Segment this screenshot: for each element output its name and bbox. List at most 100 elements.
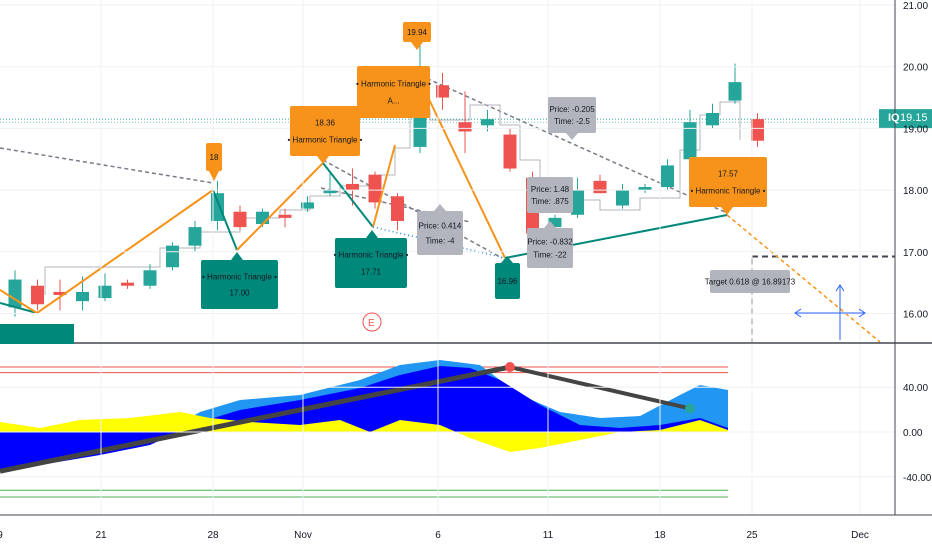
candle-down: [436, 85, 449, 98]
pattern-pointer: [209, 171, 219, 181]
axes: 21.00 20.00 19.00 18.00 17.00 16.00 40.00 0.00 -…: [0, 0, 932, 541]
osc-tick-label: 0.00: [903, 428, 923, 439]
pattern-label-1836-text: • Harmonic Triangle •: [288, 135, 363, 144]
info-pointer: [566, 133, 578, 140]
time-tick-label: 18: [654, 530, 666, 541]
earnings-marker[interactable]: [362, 312, 382, 332]
candle-down: [368, 174, 382, 203]
candle-up: [616, 190, 629, 206]
candle-down: [458, 122, 472, 132]
candle-up: [706, 112, 719, 126]
pattern-label-1757-text: 17.57: [718, 170, 739, 179]
candle-down: [278, 214, 292, 218]
pattern-label-1696-box[interactable]: [495, 263, 520, 299]
earnings-marker-text[interactable]: E: [368, 318, 375, 329]
pattern-pointer: [411, 42, 423, 50]
info-label-1-text: Price: -0.205: [549, 105, 595, 114]
info-label-2-text: Price: 0.414: [419, 222, 462, 231]
projection-line: [726, 214, 881, 343]
arrow-head: [858, 308, 866, 318]
pattern-label-top-text: • Harmonic Triangle •: [356, 79, 431, 88]
info-label-3-box[interactable]: [527, 177, 573, 213]
price-tick-label: 16.00: [903, 310, 928, 321]
info-label-1-box[interactable]: [548, 97, 596, 133]
candle-down: [751, 119, 764, 141]
last-price-badge: [879, 109, 932, 129]
pattern-label-1700-text: • Harmonic Triangle •: [202, 272, 277, 281]
candle-up: [323, 190, 337, 194]
harmonic-dashed-line: [0, 147, 214, 184]
price-tick-label: 18.00: [903, 186, 928, 197]
candle-down: [391, 196, 404, 221]
candle-down: [31, 285, 44, 305]
harmonic-dotted-leg: [372, 226, 506, 259]
pattern-label-1994-box[interactable]: [403, 22, 431, 42]
harmonic-leg: [236, 162, 324, 251]
pattern-label-18-box[interactable]: [206, 143, 222, 171]
time-tick-label: 28: [207, 530, 219, 541]
info-label-5-box[interactable]: [710, 270, 790, 293]
candle-up: [638, 187, 652, 191]
last-price-label: 19.15: [900, 112, 928, 124]
candle-up: [548, 217, 562, 228]
candle-up: [188, 227, 202, 246]
candle-down: [121, 282, 134, 286]
harmonic-leg: [322, 162, 374, 228]
pattern-label-1700-box[interactable]: [201, 260, 278, 309]
pattern-label-1836-box[interactable]: [290, 106, 360, 156]
pattern-label-1696-text: 16.96: [497, 277, 518, 286]
divergence-low-dot: [685, 403, 695, 414]
pattern-label-1771-text: • Harmonic Triangle •: [334, 251, 409, 260]
time-tick-label: 21: [95, 530, 107, 541]
pattern-pointer: [366, 230, 378, 238]
pattern-overlay: 18 • Harmonic Triangle • 17.00 18.36 • Harmo…: [0, 22, 866, 344]
pattern-label-top-box[interactable]: [357, 66, 430, 118]
price-tick-label: 20.00: [903, 63, 928, 74]
arrow-head: [794, 308, 802, 318]
info-label-5-text: Target 0.618 @ 16.89173: [705, 278, 796, 287]
candle-up: [728, 82, 742, 101]
time-tick-label: Dec: [851, 530, 869, 541]
osc-tick-label: -40.00: [903, 473, 932, 484]
candle-down: [503, 134, 517, 169]
price-tick-label: 21.00: [903, 1, 928, 12]
price-tick-label: 19.00: [903, 124, 928, 135]
pattern-label-1757-box[interactable]: [689, 157, 767, 207]
divergence-line: [0, 364, 511, 474]
osc-area-dark: [0, 366, 728, 470]
pattern-label-1771-box[interactable]: [335, 238, 407, 288]
time-tick-label: Nov: [294, 530, 312, 541]
harmonic-dashed-line: [407, 69, 728, 214]
candle-up: [256, 211, 269, 225]
info-pointer: [434, 204, 446, 211]
candle-up: [301, 202, 314, 209]
harmonic-leg: [0, 289, 38, 314]
candle-down: [233, 211, 247, 228]
candle-down: [346, 183, 359, 191]
candle-up: [661, 165, 674, 188]
candle-up: [98, 285, 112, 299]
info-label-4-box[interactable]: [527, 228, 573, 268]
info-label-2-text: Time: -4: [425, 236, 455, 245]
harmonic-dashed-line: [322, 159, 503, 259]
candle-down: [53, 291, 67, 295]
info-label-1-text: Time: -2.5: [554, 117, 590, 126]
candle-up: [211, 193, 224, 221]
info-pointer: [544, 221, 556, 228]
candle-up: [76, 291, 89, 302]
divergence-peak-dot: [505, 362, 515, 373]
pattern-label-low-box[interactable]: [0, 324, 74, 344]
info-label-2-box[interactable]: [417, 211, 463, 255]
time-tick-label: 11: [543, 530, 554, 541]
pattern-pointer: [231, 252, 243, 260]
harmonic-leg: [212, 189, 238, 251]
pattern-label-1836-text: 18.36: [315, 119, 336, 128]
pattern-pointer: [317, 156, 329, 164]
pattern-label-18-text: 18: [210, 153, 219, 162]
time-tick-label: 6: [435, 530, 441, 541]
osc-tick-label: 40.00: [903, 383, 928, 394]
price-tick-label: 17.00: [903, 248, 928, 259]
harmonic-leg: [0, 302, 38, 314]
candle-up: [481, 119, 494, 126]
